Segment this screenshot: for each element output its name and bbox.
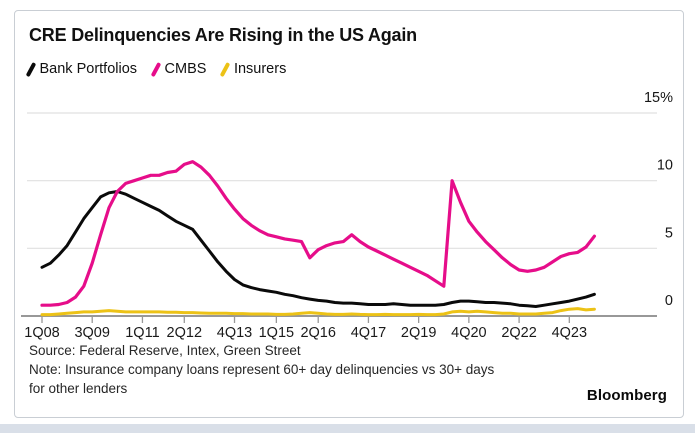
- x-axis-label: 1Q11: [125, 325, 159, 341]
- chart-card: CRE Delinquencies Are Rising in the US A…: [14, 10, 684, 418]
- y-axis-label: 15%: [644, 90, 673, 106]
- x-axis-label: 4Q17: [351, 325, 386, 341]
- series-line-cmbs: [40, 160, 597, 307]
- bank-portfolios-line-swatch-icon: [25, 61, 36, 77]
- delinquency-line-chart: 15% 10 5 0 1Q08 3Q09 1Q11 2Q12 4Q13 1Q15 2Q16 4Q17 2…: [21, 90, 673, 341]
- cmbs-line-swatch-icon: [150, 61, 161, 77]
- x-axis-label: 2Q22: [501, 325, 536, 341]
- legend-label: Insurers: [233, 61, 287, 77]
- x-axis-label: 3Q09: [74, 325, 109, 341]
- chart-plot-area: 15% 10 5 0 1Q08 3Q09 1Q11 2Q12 4Q13 1Q15 2Q16 4Q17 2…: [21, 86, 681, 348]
- x-axis-label: 2Q12: [167, 325, 202, 341]
- y-axis-label: 0: [665, 293, 673, 309]
- legend: Bank Portfolios CMBS Insurers: [25, 61, 287, 77]
- legend-label: CMBS: [164, 61, 207, 77]
- note-line-2: for other lenders: [29, 381, 128, 396]
- insurers-line-swatch-icon: [220, 61, 231, 77]
- note-line-1: Note: Insurance company loans represent …: [29, 362, 495, 377]
- source-line: Source: Federal Reserve, Intex, Green St…: [29, 343, 301, 358]
- x-axis-label: 4Q23: [552, 325, 587, 341]
- chart-title: CRE Delinquencies Are Rising in the US A…: [29, 25, 417, 45]
- x-axis-label: 4Q20: [451, 325, 486, 341]
- chart-footnote: Source: Federal Reserve, Intex, Green St…: [29, 341, 494, 398]
- legend-item-insurers: Insurers: [220, 61, 287, 77]
- series-line-bank-portfolios: [40, 190, 596, 308]
- x-axis-label: 1Q15: [259, 325, 294, 341]
- legend-item-cmbs: CMBS: [150, 61, 207, 77]
- x-axis-label: 2Q19: [401, 325, 436, 341]
- x-axis-label: 1Q08: [24, 325, 59, 341]
- y-axis-label: 10: [657, 158, 673, 174]
- x-axis-label: 4Q13: [217, 325, 252, 341]
- bloomberg-logo: Bloomberg: [586, 387, 667, 404]
- legend-item-bank-portfolios: Bank Portfolios: [25, 61, 138, 77]
- series-line-insurers: [40, 307, 596, 317]
- page-bottom-strip: [0, 424, 695, 433]
- y-axis-label: 5: [665, 225, 673, 241]
- legend-label: Bank Portfolios: [39, 61, 138, 77]
- x-axis-label: 2Q16: [300, 325, 335, 341]
